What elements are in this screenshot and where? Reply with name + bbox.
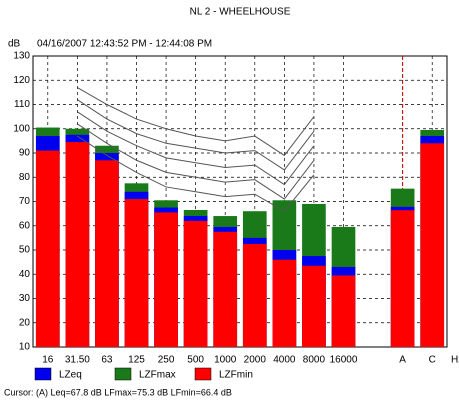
legend-swatch (114, 367, 132, 381)
x-tick-label: A (399, 355, 406, 366)
y-tick-label: 10 (19, 342, 31, 353)
cursor-readout: Cursor: (A) Leq=67.8 dB LFmax=75.3 dB LF… (4, 387, 232, 397)
rating-curve (77, 123, 315, 200)
y-tick-label: 80 (19, 172, 31, 183)
y-tick-label: 130 (13, 51, 30, 62)
legend-swatch (34, 367, 52, 381)
bar (331, 275, 356, 347)
rating-curve (77, 87, 315, 157)
bar (213, 231, 238, 347)
bar (183, 220, 208, 347)
rating-curve (77, 135, 315, 212)
y-tick-label: 120 (13, 75, 30, 86)
x-tick-label: 16000 (330, 355, 358, 366)
x-tick-label: 500 (187, 355, 204, 366)
x-tick-label: 125 (128, 355, 145, 366)
chart-title: NL 2 - WHEELHOUSE (190, 7, 291, 18)
legend-swatch (194, 367, 212, 381)
x-tick-label: 2000 (244, 355, 267, 366)
y-tick-label: 60 (19, 220, 31, 231)
legend-label: LZeq (59, 370, 82, 381)
bar (65, 142, 90, 347)
bar (302, 265, 326, 347)
bar (390, 210, 415, 347)
y-tick-label: 90 (19, 148, 31, 159)
x-tick-label: 8000 (303, 355, 326, 366)
rating-curve (77, 99, 315, 171)
y-tick-label: 100 (13, 123, 30, 134)
y-axis-label: dB (8, 39, 21, 50)
y-tick-label: 110 (14, 99, 30, 110)
bar (420, 143, 445, 347)
x-tick-label: 4000 (273, 355, 296, 366)
y-tick-label: 20 (19, 317, 31, 328)
x-tick-label: 250 (158, 355, 175, 366)
x-tick-label: 31.50 (65, 355, 90, 366)
y-tick-label: 40 (19, 269, 31, 280)
bar (272, 259, 297, 347)
bar (154, 212, 178, 347)
x-axis-label: Hz (451, 355, 459, 366)
x-tick-label: 1000 (214, 355, 237, 366)
bar (124, 199, 149, 347)
rating-curve (77, 111, 315, 186)
bar (95, 160, 119, 347)
bar (242, 243, 267, 347)
x-tick-label: 16 (42, 355, 54, 366)
x-tick-label: 63 (101, 355, 113, 366)
legend-label: LZFmax (139, 370, 176, 381)
y-tick-label: 30 (19, 293, 31, 304)
legend-label: LZFmin (219, 370, 253, 381)
x-tick-label: C (429, 355, 436, 366)
chart-subtitle: 04/16/2007 12:43:52 PM - 12:44:08 PM (37, 39, 212, 50)
y-tick-label: 50 (19, 245, 31, 256)
bar (35, 150, 60, 347)
y-tick-label: 70 (19, 196, 31, 207)
